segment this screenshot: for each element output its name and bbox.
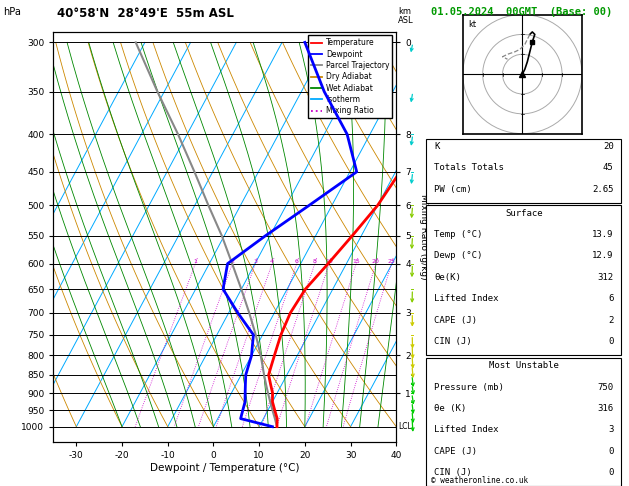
Text: Totals Totals: Totals Totals: [434, 163, 504, 172]
X-axis label: Dewpoint / Temperature (°C): Dewpoint / Temperature (°C): [150, 463, 299, 473]
Text: 6: 6: [295, 259, 299, 263]
Text: K: K: [434, 142, 440, 151]
Text: Dewp (°C): Dewp (°C): [434, 251, 482, 260]
Text: hPa: hPa: [3, 7, 21, 17]
Text: Pressure (mb): Pressure (mb): [434, 382, 504, 392]
Text: Surface: Surface: [505, 208, 543, 218]
Text: 01.05.2024  00GMT  (Base: 00): 01.05.2024 00GMT (Base: 00): [431, 7, 612, 17]
Text: 3: 3: [253, 259, 257, 263]
Text: 0: 0: [608, 337, 614, 346]
Text: 20: 20: [603, 142, 614, 151]
Text: θe (K): θe (K): [434, 404, 467, 413]
Bar: [426, 358, 621, 486]
Text: 40°58'N  28°49'E  55m ASL: 40°58'N 28°49'E 55m ASL: [57, 7, 233, 20]
Text: 312: 312: [598, 273, 614, 282]
Text: 2.65: 2.65: [592, 185, 614, 193]
Text: 750: 750: [598, 382, 614, 392]
Bar: [426, 206, 621, 355]
Text: 25: 25: [387, 259, 396, 263]
Text: 10: 10: [325, 259, 333, 263]
Text: PW (cm): PW (cm): [434, 185, 472, 193]
Text: © weatheronline.co.uk: © weatheronline.co.uk: [431, 476, 528, 485]
Text: 2: 2: [608, 315, 614, 325]
Text: 3: 3: [608, 425, 614, 434]
Text: θe(K): θe(K): [434, 273, 461, 282]
Text: CAPE (J): CAPE (J): [434, 315, 477, 325]
Text: 15: 15: [352, 259, 360, 263]
Text: 0: 0: [608, 447, 614, 456]
Text: Temp (°C): Temp (°C): [434, 230, 482, 239]
Text: 20: 20: [372, 259, 380, 263]
Text: 45: 45: [603, 163, 614, 172]
Text: kt: kt: [468, 19, 476, 29]
Text: 6: 6: [608, 294, 614, 303]
Text: 316: 316: [598, 404, 614, 413]
Text: Lifted Index: Lifted Index: [434, 425, 499, 434]
Text: CAPE (J): CAPE (J): [434, 447, 477, 456]
Text: Lifted Index: Lifted Index: [434, 294, 499, 303]
Legend: Temperature, Dewpoint, Parcel Trajectory, Dry Adiabat, Wet Adiabat, Isotherm, Mi: Temperature, Dewpoint, Parcel Trajectory…: [308, 35, 392, 118]
Text: Most Unstable: Most Unstable: [489, 361, 559, 370]
Text: 2: 2: [230, 259, 235, 263]
Text: 4: 4: [270, 259, 274, 263]
Text: 13.9: 13.9: [592, 230, 614, 239]
Text: 1: 1: [193, 259, 198, 263]
Text: 12.9: 12.9: [592, 251, 614, 260]
Y-axis label: Mixing Ratio (g/kg): Mixing Ratio (g/kg): [419, 194, 428, 280]
Text: km
ASL: km ASL: [398, 7, 414, 25]
Text: LCL: LCL: [398, 422, 412, 431]
Text: CIN (J): CIN (J): [434, 337, 472, 346]
Text: CIN (J): CIN (J): [434, 468, 472, 477]
Text: 0: 0: [608, 468, 614, 477]
Text: 8: 8: [313, 259, 317, 263]
Bar: [426, 139, 621, 203]
